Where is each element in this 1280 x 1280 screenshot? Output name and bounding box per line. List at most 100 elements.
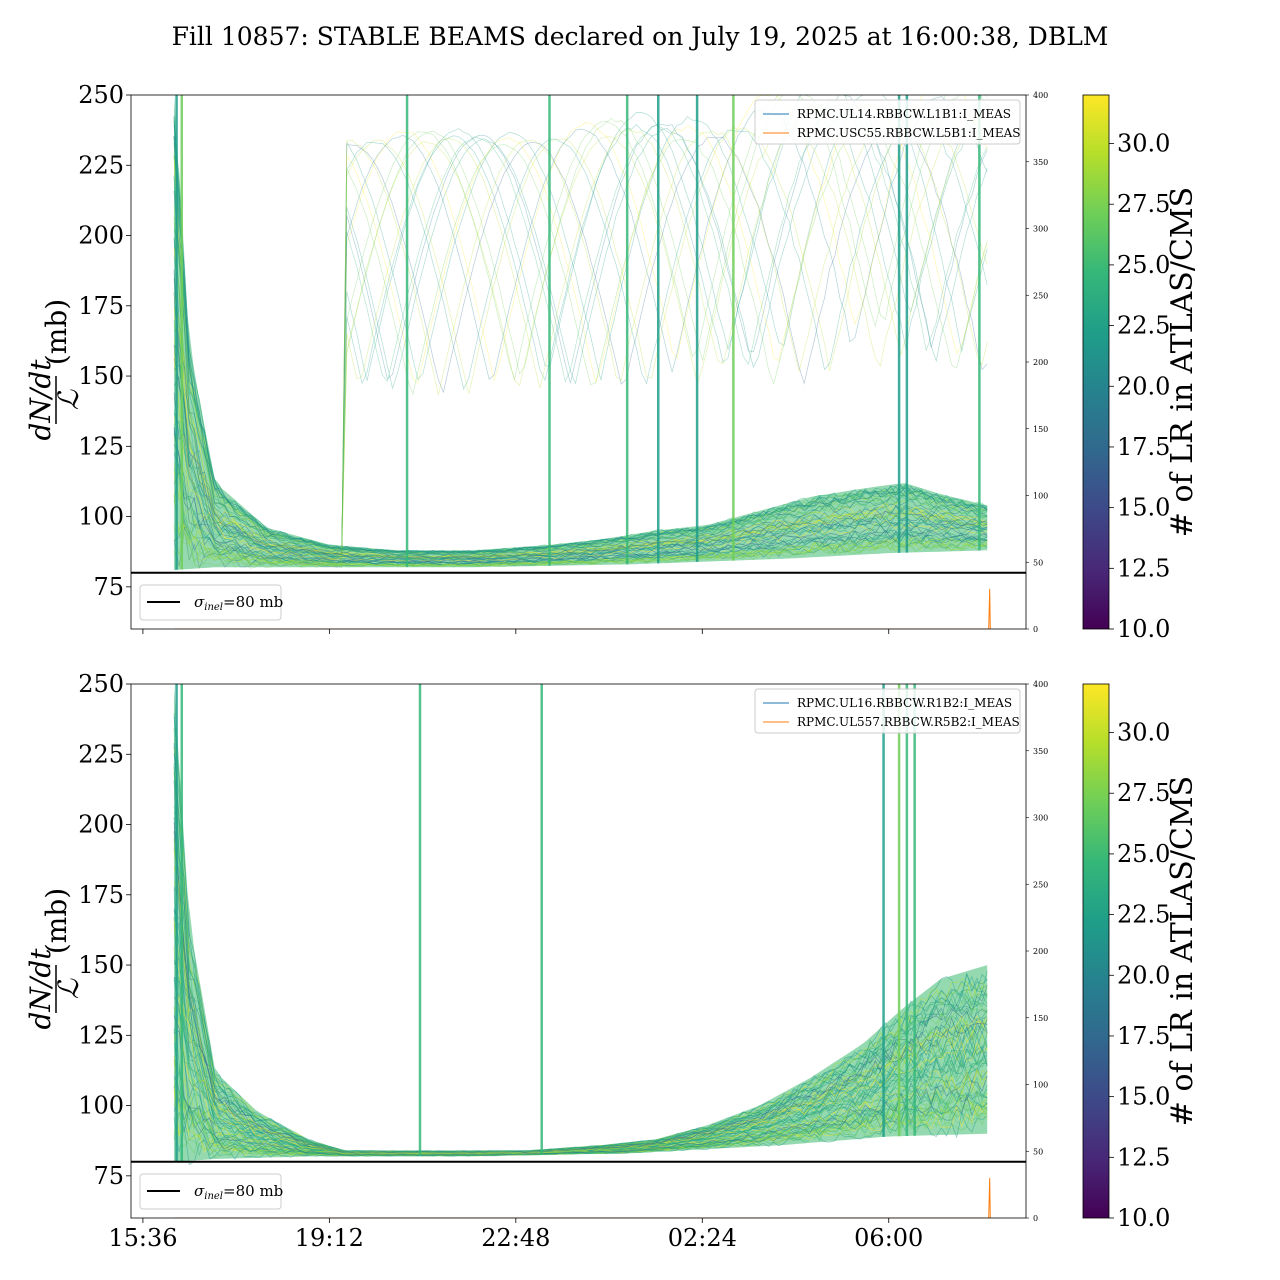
bottom-ytick-label: 100 xyxy=(78,1092,124,1120)
bottom-legend-label: RPMC.UL557.RBBCW.R5B2:I_MEAS xyxy=(797,715,1020,729)
bottom-rtick-label: 300 xyxy=(1033,814,1048,823)
top-ytick-label: 125 xyxy=(78,432,124,460)
top-ylabel: dN/dtℒ (mb) xyxy=(24,299,85,441)
top-colorbar-tick-label: 20.0 xyxy=(1117,372,1170,400)
bottom-colorbar-tick-label: 15.0 xyxy=(1117,1083,1170,1111)
top-sigma-legend-label: σinel=80 mb xyxy=(194,593,283,613)
top-colorbar xyxy=(1082,94,1110,630)
bottom-sigma-legend-label: σinel=80 mb xyxy=(194,1182,283,1202)
bottom-rtick-label: 150 xyxy=(1033,1014,1048,1023)
top-ylabel-numerator: dN/dt xyxy=(24,359,57,441)
bottom-legend xyxy=(754,688,1021,734)
bottom-current-trace xyxy=(174,1177,991,1218)
bottom-xtick-label: 02:24 xyxy=(668,1224,737,1252)
bottom-rtick-label: 0 xyxy=(1033,1214,1038,1223)
top-bunch-trace xyxy=(173,190,988,556)
bottom-colorbar-tick-label: 20.0 xyxy=(1117,961,1170,989)
bottom-plot-area xyxy=(173,684,991,1218)
bottom-colorbar-tick-label: 17.5 xyxy=(1117,1022,1170,1050)
bottom-bunch-trace xyxy=(173,1071,988,1156)
bottom-rtick-label: 250 xyxy=(1033,880,1048,889)
bottom-legend-label: RPMC.UL16.RBBCW.R1B2:I_MEAS xyxy=(797,696,1012,710)
bottom-bunch-trace xyxy=(173,920,988,1155)
top-colorbar-tick-label: 12.5 xyxy=(1117,554,1170,582)
top-ytick-label: 150 xyxy=(78,362,124,390)
top-colorbar-label: # of LR in ATLAS/CMS xyxy=(1165,187,1200,537)
top-ytick-label: 100 xyxy=(78,503,124,531)
bottom-ytick-label: 125 xyxy=(78,1021,124,1049)
bottom-colorbar-tick-label: 25.0 xyxy=(1117,840,1170,868)
top-bunch-trace xyxy=(173,105,988,560)
bottom-ytick-label: 150 xyxy=(78,951,124,979)
top-bunch-trace xyxy=(173,117,988,553)
bottom-colorbar-tick-label: 10.0 xyxy=(1117,1204,1170,1232)
top-colorbar-tick-label: 17.5 xyxy=(1117,433,1170,461)
top-bunch-trace xyxy=(173,452,988,565)
top-sigma-legend xyxy=(139,584,282,621)
top-plot-area xyxy=(173,95,991,629)
top-rtick-label: 300 xyxy=(1033,225,1048,234)
bottom-ylabel: dN/dtℒ (mb) xyxy=(24,888,85,1030)
bottom-bunch-trace xyxy=(173,910,988,1154)
bottom-ylabel-unit: (mb) xyxy=(40,888,73,954)
top-bunch-trace xyxy=(173,364,988,560)
top-ytick-label: 225 xyxy=(78,151,124,179)
top-colorbar-tick-label: 22.5 xyxy=(1117,312,1170,340)
top-ylabel-denominator: ℒ xyxy=(52,389,85,410)
top-bunch-trace xyxy=(173,113,988,564)
bottom-xtick-label: 06:00 xyxy=(854,1224,923,1252)
top-bunch-trace xyxy=(173,307,988,559)
bottom-colorbar-tick-label: 27.5 xyxy=(1117,779,1170,807)
top-rtick-label: 100 xyxy=(1033,492,1048,501)
bottom-xtick-label: 19:12 xyxy=(295,1224,364,1252)
bottom-ytick-label: 200 xyxy=(78,811,124,839)
bottom-colorbar-tick-label: 12.5 xyxy=(1117,1143,1170,1171)
top-bunch-trace xyxy=(173,443,988,565)
bottom-ytick-label: 225 xyxy=(78,740,124,768)
bottom-colorbar xyxy=(1082,683,1110,1219)
top-ytick-label: 250 xyxy=(78,81,124,109)
bottom-rtick-label: 100 xyxy=(1033,1081,1048,1090)
top-colorbar-tick-label: 27.5 xyxy=(1117,190,1170,218)
bottom-rtick-label: 350 xyxy=(1033,747,1048,756)
top-ytick-label: 200 xyxy=(78,222,124,250)
top-bunch-trace xyxy=(173,96,988,556)
top-rtick-label: 350 xyxy=(1033,158,1048,167)
top-ylabel-unit: (mb) xyxy=(40,299,73,365)
top-current-trace xyxy=(174,588,991,629)
top-colorbar-tick-label: 25.0 xyxy=(1117,251,1170,279)
top-ytick-label: 175 xyxy=(78,292,124,320)
top-bunch-trace xyxy=(173,471,988,566)
top-bunch-trace xyxy=(173,512,988,567)
top-legend-label: RPMC.UL14.RBBCW.L1B1:I_MEAS xyxy=(797,107,1011,121)
top-rtick-label: 150 xyxy=(1033,425,1048,434)
top-bunch-trace xyxy=(173,95,988,551)
top-colorbar-tick-label: 10.0 xyxy=(1117,615,1170,643)
bottom-bunch-trace xyxy=(173,771,988,1153)
top-rtick-label: 400 xyxy=(1033,91,1048,100)
bottom-bundle-envelope xyxy=(174,684,988,1162)
top-bunch-trace xyxy=(173,108,988,564)
top-bunch-trace xyxy=(173,142,988,555)
top-bunch-trace xyxy=(173,118,988,565)
bottom-bunch-trace xyxy=(173,1015,988,1156)
top-bunch-trace xyxy=(173,95,988,551)
bottom-ylabel-numerator: dN/dt xyxy=(24,948,57,1030)
bottom-ylabel-denominator: ℒ xyxy=(52,978,85,999)
top-legend xyxy=(754,99,1021,145)
bottom-bunch-trace xyxy=(173,838,988,1153)
chart-title: Fill 10857: STABLE BEAMS declared on Jul… xyxy=(172,22,1109,51)
bottom-ytick-label: 175 xyxy=(78,881,124,909)
bottom-colorbar-tick-label: 22.5 xyxy=(1117,901,1170,929)
top-bunch-trace xyxy=(173,273,988,559)
top-rtick-label: 250 xyxy=(1033,291,1048,300)
top-bunch-trace xyxy=(173,344,988,561)
top-panel: 75 100 125 150 175 200 225 250 0 50 100 150 200 250 30… xyxy=(24,81,1200,643)
bottom-ytick-label: 250 xyxy=(78,670,124,698)
top-bunch-trace xyxy=(173,136,988,555)
bottom-ytick-label: 75 xyxy=(93,1162,124,1190)
top-legend-label: RPMC.USC55.RBBCW.L5B1:I_MEAS xyxy=(797,126,1020,140)
bottom-rtick-label: 200 xyxy=(1033,947,1048,956)
bottom-xtick-label: 22:48 xyxy=(481,1224,550,1252)
